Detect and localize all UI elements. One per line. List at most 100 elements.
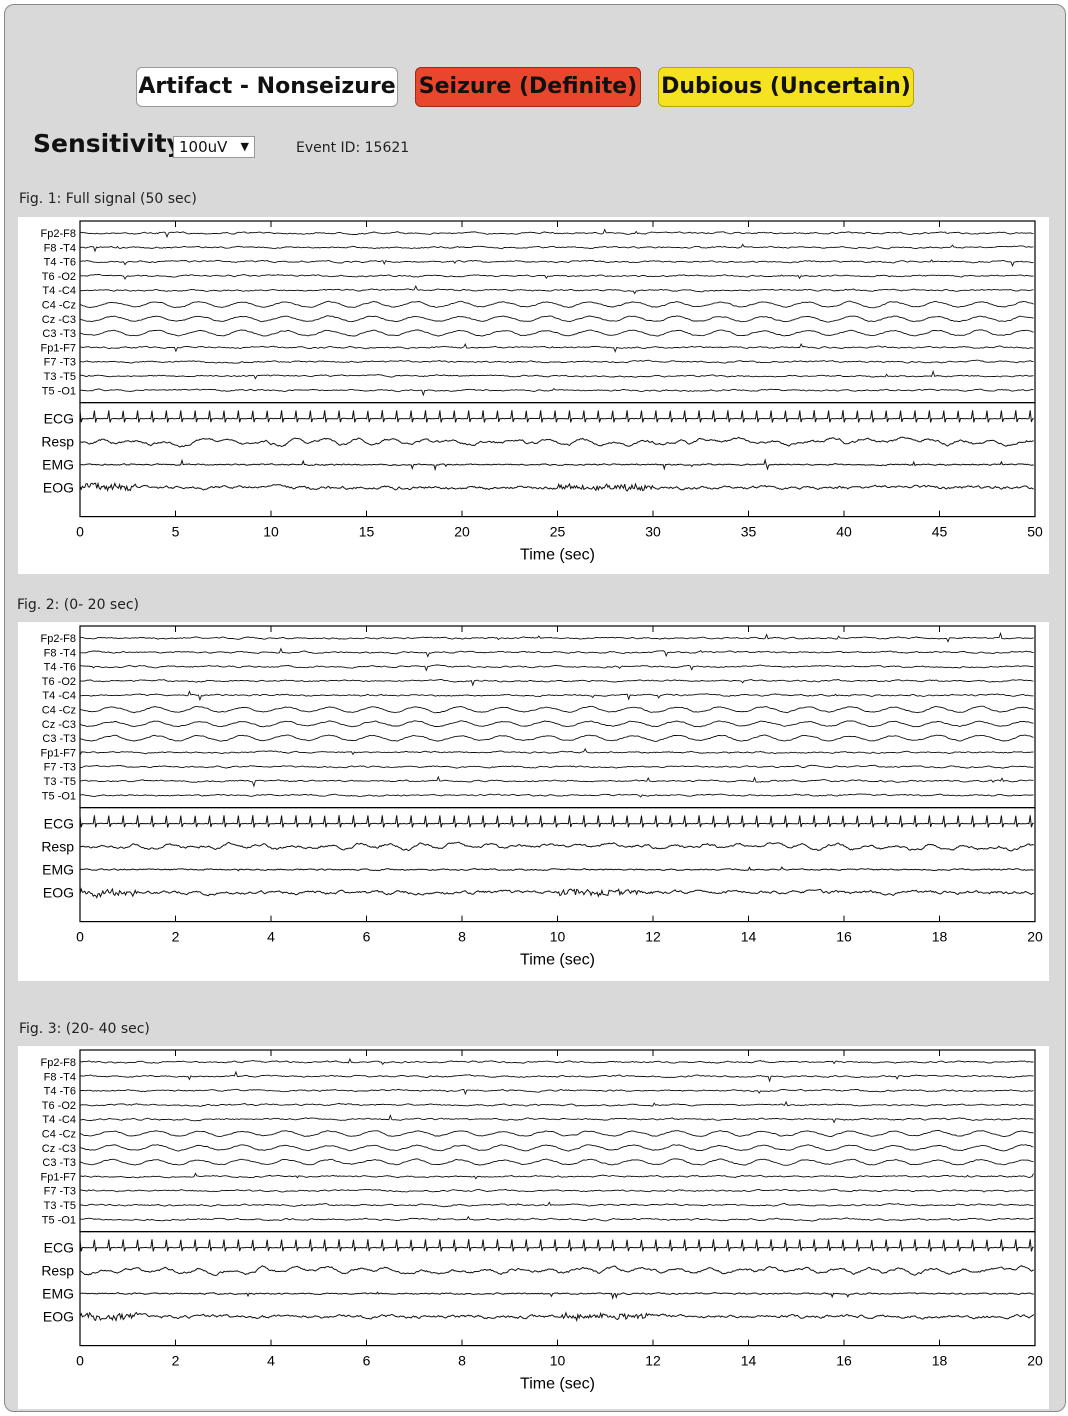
eeg-trace	[79, 690, 1034, 702]
x-tick-label: 8	[458, 1353, 466, 1369]
eeg-trace	[80, 647, 1034, 658]
channel-label: T5 -O1	[42, 790, 76, 802]
polygraph-trace	[79, 1239, 1034, 1252]
fig1-panel: Fp2-F8 F8 -T4 T4 -T6 T6 -O2 T4 -C4 C4 -Cz Cz -…	[18, 217, 1049, 574]
x-axis-label: Time (sec)	[520, 547, 595, 564]
x-tick-label: 12	[645, 929, 661, 945]
polygraph-trace	[79, 481, 1034, 493]
channel-label: F7 -T3	[44, 1186, 76, 1198]
eeg-trace	[79, 1057, 1034, 1066]
x-tick-label: 6	[363, 929, 371, 945]
sensitivity-select[interactable]: 100uV ▼	[173, 136, 255, 158]
x-tick-label: 14	[741, 929, 757, 945]
x-tick-label: 0	[76, 524, 84, 540]
eeg-trace	[79, 1215, 1034, 1222]
x-tick-label: 2	[172, 1353, 180, 1369]
channel-label: Fp2-F8	[41, 228, 76, 240]
x-tick-label: 0	[76, 1353, 84, 1369]
x-tick-label: 8	[458, 929, 466, 945]
fig3-label: Fig. 3: (20- 40 sec)	[19, 1021, 150, 1037]
x-tick-label: 4	[267, 1353, 275, 1369]
channel-label: T4 -T6	[44, 257, 76, 269]
polygraph-trace	[79, 410, 1034, 423]
channel-label: T4 -T6	[44, 662, 76, 674]
x-tick-label: 40	[836, 524, 852, 540]
channel-label: C4 -Cz	[42, 705, 76, 717]
channel-label: C3 -T3	[42, 1157, 76, 1169]
channel-label: Resp	[41, 839, 74, 855]
channel-label: ECG	[44, 411, 74, 427]
eeg-trace	[79, 315, 1034, 323]
eeg-trace	[79, 243, 1034, 253]
channel-label: C4 -Cz	[42, 300, 76, 312]
channel-label: ECG	[44, 816, 74, 832]
channel-label: Cz -C3	[42, 719, 76, 731]
x-tick-label: 6	[363, 1353, 371, 1369]
channel-label: T3 -T5	[44, 1200, 76, 1212]
eeg-trace	[79, 764, 1034, 769]
polygraph-trace	[80, 458, 1034, 472]
fig1-label: Fig. 1: Full signal (50 sec)	[19, 191, 197, 207]
x-tick-label: 10	[550, 1353, 566, 1369]
eeg-plot-1: Fp2-F8 F8 -T4 T4 -T6 T6 -O2 T4 -C4 C4 -Cz Cz -…	[41, 220, 1043, 564]
fig3-panel: Fp2-F8 F8 -T4 T4 -T6 T6 -O2 T4 -C4 C4 -Cz Cz -…	[18, 1046, 1049, 1409]
channel-label: T4 -C4	[42, 1114, 76, 1126]
channel-label: Fp2-F8	[41, 633, 76, 645]
channel-label: Cz -C3	[42, 314, 76, 326]
eeg-trace	[79, 631, 1034, 643]
eeg-trace	[79, 1201, 1034, 1208]
polygraph-trace	[79, 887, 1034, 899]
fig2-label: Fig. 2: (0- 20 sec)	[17, 597, 139, 613]
polygraph-trace	[79, 1311, 1035, 1323]
channel-label: C3 -T3	[42, 328, 76, 340]
x-tick-label: 12	[645, 1353, 661, 1369]
eeg-trace	[79, 1070, 1034, 1083]
eeg-trace	[80, 342, 1034, 353]
eeg-trace	[79, 793, 1034, 798]
sensitivity-value: 100uV	[179, 138, 228, 156]
dubious-uncertain-button[interactable]: Dubious (Uncertain)	[658, 67, 914, 107]
eeg-trace	[79, 678, 1034, 687]
eeg-trace	[79, 705, 1034, 714]
x-tick-label: 10	[550, 929, 566, 945]
polygraph-trace	[79, 1265, 1035, 1277]
channel-label: T3 -T5	[44, 371, 76, 383]
eeg-trace	[79, 1100, 1034, 1107]
eeg-trace	[79, 1188, 1034, 1193]
eeg-trace	[79, 359, 1034, 364]
eeg-plot-3: Fp2-F8 F8 -T4 T4 -T6 T6 -O2 T4 -C4 C4 -Cz Cz -…	[41, 1049, 1043, 1393]
eeg-trace	[79, 734, 1034, 742]
channel-label: F7 -T3	[44, 357, 76, 369]
x-axis-label: Time (sec)	[520, 1376, 595, 1393]
channel-label: T4 -C4	[42, 690, 76, 702]
channel-label: F8 -T4	[44, 242, 76, 254]
channel-label: Fp1-F7	[41, 1171, 76, 1183]
app-window: Artifact - Nonseizure Seizure (Definite)…	[4, 4, 1066, 1412]
x-tick-label: 2	[172, 929, 180, 945]
x-tick-label: 14	[741, 1353, 757, 1369]
x-tick-label: 18	[932, 1353, 948, 1369]
eeg-trace	[79, 747, 1034, 756]
channel-label: EMG	[42, 457, 74, 473]
x-tick-label: 20	[1027, 929, 1043, 945]
x-tick-label: 35	[741, 524, 757, 540]
seizure-definite-button[interactable]: Seizure (Definite)	[415, 67, 641, 107]
channel-label: EMG	[42, 862, 74, 878]
artifact-nonseizure-button[interactable]: Artifact - Nonseizure	[136, 67, 398, 107]
channel-label: T6 -O2	[42, 676, 76, 688]
channel-label: F8 -T4	[44, 647, 76, 659]
x-tick-label: 5	[172, 524, 180, 540]
x-tick-label: 45	[932, 524, 948, 540]
polygraph-trace	[79, 436, 1034, 448]
channel-label: Cz -C3	[42, 1143, 76, 1155]
channel-label: EOG	[43, 1309, 74, 1325]
eeg-trace	[79, 369, 1034, 380]
x-tick-label: 50	[1027, 524, 1043, 540]
eeg-trace	[79, 1129, 1034, 1138]
channel-label: T4 -C4	[42, 285, 76, 297]
x-tick-label: 16	[836, 1353, 852, 1369]
polygraph-trace	[79, 866, 1034, 872]
fig2-panel: Fp2-F8 F8 -T4 T4 -T6 T6 -O2 T4 -C4 C4 -Cz Cz -…	[18, 622, 1049, 981]
channel-label: ECG	[44, 1240, 74, 1256]
sensitivity-label: Sensitivity:	[33, 129, 193, 158]
